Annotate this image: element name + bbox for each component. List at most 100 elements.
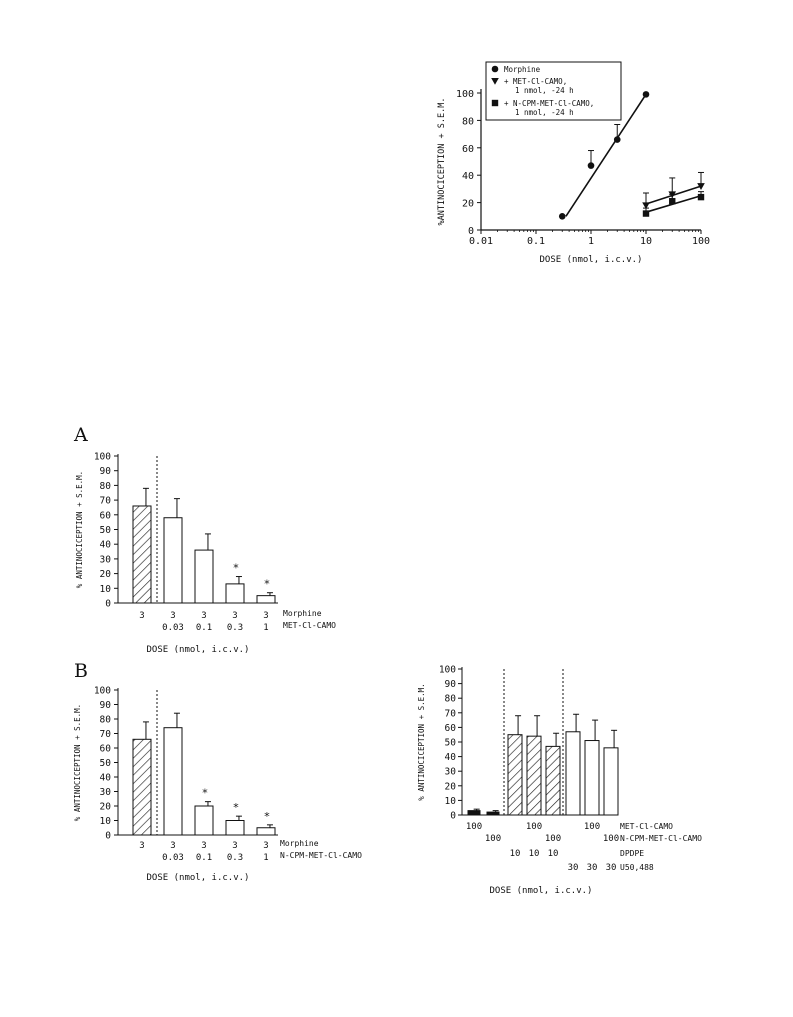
significance-star: *	[264, 578, 271, 591]
dose-label-row2: 0.3	[227, 623, 243, 633]
y-axis-label: %ANTINOCICEPTION + S.E.M.	[437, 98, 447, 226]
dose-label-row1: 3	[263, 611, 268, 621]
dose-label-row1: 100	[466, 822, 482, 832]
data-point-triangle	[642, 202, 650, 210]
legend-entry-sub: 1 nmol, -24 h	[515, 108, 574, 117]
y-tick-label: 60	[462, 144, 474, 155]
x-axis-label: DOSE (nmol, i.c.v.)	[147, 645, 250, 655]
y-tick-label: 100	[94, 452, 111, 463]
y-tick-label: 90	[445, 679, 457, 690]
y-tick-label: 50	[100, 758, 112, 769]
row-label-morphine: Morphine	[280, 839, 319, 848]
dose-label-row3: 10	[529, 849, 540, 859]
dose-label-row1: 3	[232, 611, 237, 621]
data-point-triangle	[697, 183, 705, 190]
regression-line	[645, 185, 702, 205]
significance-star: *	[233, 801, 240, 814]
y-tick-label: 40	[462, 171, 474, 182]
y-tick-label: 80	[100, 481, 112, 492]
bar	[256, 827, 276, 836]
x-tick-label: 1	[588, 236, 594, 247]
bar	[507, 734, 523, 816]
y-tick-label: 40	[100, 540, 112, 551]
y-tick-label: 100	[456, 89, 474, 100]
y-tick-label: 80	[462, 116, 474, 127]
y-tick-label: 60	[100, 744, 112, 755]
y-tick-label: 20	[100, 569, 112, 580]
x-axis-label: DOSE (nmol, i.c.v.)	[540, 255, 643, 265]
y-axis-label: % ANTINOCICEPTION + S.E.M.	[417, 683, 426, 800]
data-point-circle	[491, 65, 499, 73]
y-tick-label: 10	[445, 796, 457, 807]
y-tick-label: 10	[100, 816, 112, 827]
data-point-circle	[613, 136, 621, 143]
y-tick-label: 80	[445, 694, 457, 705]
y-tick-label: 30	[445, 767, 457, 778]
data-point-square	[491, 99, 499, 107]
data-point-circle	[587, 162, 595, 169]
dose-label-row2: 0.1	[196, 853, 212, 863]
series-square	[642, 191, 705, 217]
y-axis-label: % ANTINOCICEPTION + S.E.M.	[75, 471, 84, 588]
dose-label-row1: 3	[139, 841, 144, 851]
dose-label-row1: 3	[232, 841, 237, 851]
y-tick-label: 10	[100, 584, 112, 595]
x-tick-label: 10	[640, 236, 652, 247]
dose-label-row1: 3	[170, 611, 175, 621]
bar	[584, 740, 600, 816]
data-point-square	[669, 198, 676, 205]
row-label-1: MET-Cl-CAMO	[620, 822, 673, 831]
bar	[225, 583, 245, 604]
dose-label-row1: 3	[170, 841, 175, 851]
y-tick-label: 30	[100, 554, 112, 565]
x-tick-label: 100	[692, 236, 710, 247]
y-tick-label: 80	[100, 715, 112, 726]
dose-label-row1: 100	[526, 822, 542, 832]
bar	[163, 517, 183, 604]
dose-label-row2: 1	[263, 623, 268, 633]
bar	[603, 747, 619, 816]
legend-entry-triangle-down: + MET-Cl-CAMO,	[504, 77, 567, 86]
data-point-triangle	[491, 78, 499, 85]
bar	[132, 738, 152, 836]
x-axis-label: DOSE (nmol, i.c.v.)	[147, 873, 250, 883]
series-circle	[558, 91, 650, 220]
bar	[163, 727, 183, 836]
legend-box	[485, 61, 622, 121]
bar	[565, 731, 581, 816]
significance-star: *	[233, 562, 240, 575]
bar	[194, 805, 214, 836]
row-label-morphine: Morphine	[283, 609, 322, 618]
dose-label-row3: 10	[510, 849, 521, 859]
y-tick-label: 70	[445, 708, 457, 719]
y-tick-label: 20	[462, 199, 474, 210]
y-tick-label: 0	[468, 226, 474, 237]
dose-label-row4: 30	[606, 863, 617, 873]
row-label-compound: MET-Cl-CAMO	[283, 621, 336, 630]
x-tick-label: 0.1	[527, 236, 545, 247]
dose-label-row4: 30	[587, 863, 598, 873]
panel-a-letter: A	[74, 424, 88, 446]
legend-entry-sub: 1 nmol, -24 h	[515, 86, 574, 95]
bar	[526, 735, 542, 816]
x-tick-label: 0.01	[469, 236, 493, 247]
y-tick-label: 20	[445, 781, 457, 792]
y-tick-label: 50	[100, 525, 112, 536]
data-point-square	[642, 210, 650, 217]
significance-star: *	[264, 810, 271, 823]
bar	[132, 505, 152, 604]
dose-label-row1: 3	[139, 611, 144, 621]
y-tick-label: 0	[105, 599, 111, 610]
dose-label-row2: 0.3	[227, 853, 243, 863]
y-tick-label: 20	[100, 802, 112, 813]
data-point-triangle	[668, 191, 677, 199]
bar	[467, 810, 481, 816]
bar	[545, 745, 561, 816]
y-tick-label: 70	[100, 496, 112, 507]
y-tick-label: 50	[445, 738, 457, 749]
y-tick-label: 40	[100, 773, 112, 784]
dose-label-row1: 3	[263, 841, 268, 851]
y-tick-label: 60	[100, 510, 112, 521]
dose-label-row2: 100	[485, 834, 501, 844]
